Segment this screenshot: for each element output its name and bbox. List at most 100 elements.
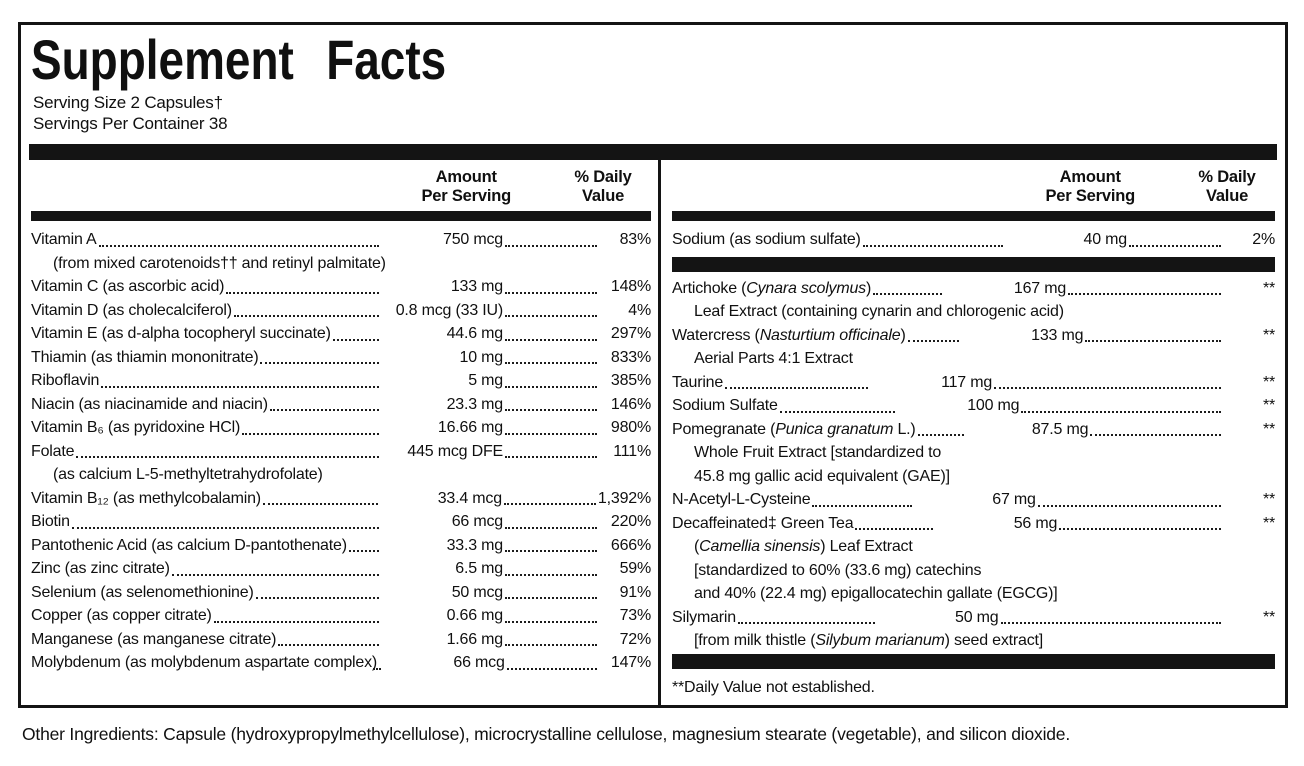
amount-per-serving-header: Amount Per Serving (1045, 168, 1135, 206)
dot-leader (98, 228, 379, 247)
dot-leader (505, 628, 597, 647)
amount-value: 66 mcg (453, 654, 505, 672)
ingredient-name: Biotin (31, 513, 70, 531)
amount-value: 44.6 mg (446, 325, 504, 343)
ingredient-row: Manganese (as manganese citrate) 1.66 mg… (31, 628, 651, 652)
dot-leader (171, 557, 379, 576)
daily-value: 73% (619, 607, 652, 625)
ingredient-subline: [from milk thistle (Silybum marianum) se… (694, 632, 1044, 650)
dot-leader (779, 394, 896, 413)
dot-leader (505, 510, 597, 529)
daily-value: 220% (610, 513, 651, 531)
daily-value: 146% (610, 395, 651, 413)
daily-value: 147% (610, 654, 651, 672)
dot-leader (505, 393, 597, 412)
ingredient-name: Taurine (672, 373, 724, 391)
facts-column-right: Amount Per Serving % Daily Value Sodium … (661, 160, 1277, 705)
dot-leader (1021, 394, 1221, 413)
facts-column-left: Amount Per Serving % Daily Value Vitamin… (29, 160, 661, 705)
latin-name: Nasturtium officinale (759, 326, 901, 344)
amount-value: 50 mcg (451, 583, 503, 601)
amount-value: 56 mg (1013, 514, 1058, 532)
dot-leader (505, 440, 597, 459)
dot-leader (278, 628, 379, 647)
amount-value: 33.4 mcg (437, 489, 502, 507)
dot-leader (505, 346, 597, 365)
ingredient-row: Vitamin D (as cholecalciferol) 0.8 mcg (3… (31, 299, 651, 323)
ingredient-subline: Leaf Extract (containing cynarin and chl… (694, 303, 1064, 321)
latin-name: Cynara scolymus (746, 279, 866, 297)
daily-value: 980% (610, 419, 651, 437)
header-divider-bar (672, 211, 1275, 222)
amount-value: 66 mcg (451, 513, 503, 531)
amount-per-serving-header: Amount Per Serving (421, 168, 511, 206)
daily-value: ** (1262, 491, 1275, 509)
dot-leader (873, 277, 943, 296)
ingredient-row: Watercress (Nasturtium officinale) 133 m… (672, 324, 1275, 348)
dot-leader (505, 557, 597, 576)
panel-title: Supplement Facts (31, 28, 447, 91)
dot-leader (994, 371, 1222, 390)
dot-leader (505, 534, 597, 553)
header-line: % Daily (1198, 168, 1256, 187)
header-line: Per Serving (421, 187, 511, 206)
ingredient-rows-right: Sodium (as sodium sulfate) 40 mg 2% Articho… (672, 221, 1275, 705)
dot-leader (1059, 512, 1222, 531)
amount-value: 167 mg (1013, 279, 1067, 297)
ingredient-name: Selenium (as selenomethionine) (31, 583, 254, 601)
latin-name: Camellia sinensis (699, 538, 821, 556)
ingredient-row: Artichoke (Cynara scolymus) 167 mg ** (672, 277, 1275, 301)
daily-value: 4% (628, 301, 651, 319)
amount-value: 50 mg (955, 608, 999, 626)
daily-value: ** (1262, 326, 1276, 344)
daily-value: 2% (1252, 231, 1275, 249)
daily-value: ** (1262, 608, 1275, 626)
latin-name: Punica granatum (775, 420, 894, 438)
dot-leader (738, 606, 875, 625)
ingredient-name: Riboflavin (31, 372, 100, 390)
amount-value: 133 mg (1031, 326, 1084, 344)
ingredient-row: Pantothenic Acid (as calcium D-pantothen… (31, 534, 651, 558)
ingredient-name: Vitamin B₆ (as pyridoxine HCl) (31, 419, 241, 437)
header-line: Per Serving (1045, 187, 1135, 206)
daily-value: ** (1262, 373, 1276, 391)
daily-value: 111% (613, 442, 651, 460)
ingredient-name: Artichoke (Cynara scolymus) (672, 279, 872, 297)
percent-daily-value-header: % Daily Value (1179, 168, 1275, 206)
ingredient-subline: Aerial Parts 4:1 Extract (694, 350, 853, 368)
header-line: % Daily (574, 168, 632, 187)
supplement-facts-panel: Supplement Facts Serving Size 2 Capsules… (18, 22, 1288, 708)
dot-leader (332, 322, 379, 341)
ingredient-name: Decaffeinated‡ Green Tea (672, 514, 854, 532)
dot-leader (101, 369, 379, 388)
dot-leader (242, 416, 379, 435)
amount-value: 750 mcg (443, 231, 503, 249)
dot-leader (862, 228, 1003, 247)
dot-leader (505, 275, 597, 294)
amount-value: 16.66 mg (437, 419, 503, 437)
daily-value: 833% (610, 348, 651, 366)
daily-value: 59% (619, 560, 652, 578)
servings-per-container-line: Servings Per Container 38 (33, 114, 228, 134)
dot-leader (348, 534, 379, 553)
ingredient-subline: Whole Fruit Extract [standardized to (694, 444, 942, 462)
daily-value: ** (1262, 397, 1275, 415)
ingredient-name: Vitamin A (31, 231, 97, 249)
amount-value: 33.3 mg (446, 536, 504, 554)
ingredient-subline: and 40% (22.4 mg) epigallocatechin galla… (694, 585, 1058, 603)
amount-value: 117 mg (941, 373, 993, 391)
ingredient-row: Vitamin E (as d-alpha tocopheryl succina… (31, 322, 651, 346)
ingredient-row: Thiamin (as thiamin mononitrate) 10 mg 833… (31, 346, 651, 370)
ingredient-name: Silymarin (672, 608, 736, 626)
dot-leader (255, 581, 379, 600)
daily-value: ** (1262, 279, 1276, 297)
section-separator-bar (672, 653, 1275, 669)
ingredient-subline: [standardized to 60% (33.6 mg) catechins (694, 561, 982, 579)
dot-leader (262, 487, 378, 506)
header-line: Value (581, 187, 625, 206)
amount-value: 40 mg (1083, 231, 1128, 249)
ingredient-name: Vitamin D (as cholecalciferol) (31, 301, 232, 319)
amount-value: 23.3 mg (446, 395, 504, 413)
ingredient-row: Decaffeinated‡ Green Tea 56 mg ** (672, 512, 1275, 536)
ingredient-name: Molybdenum (as molybdenum aspartate comp… (31, 654, 378, 672)
